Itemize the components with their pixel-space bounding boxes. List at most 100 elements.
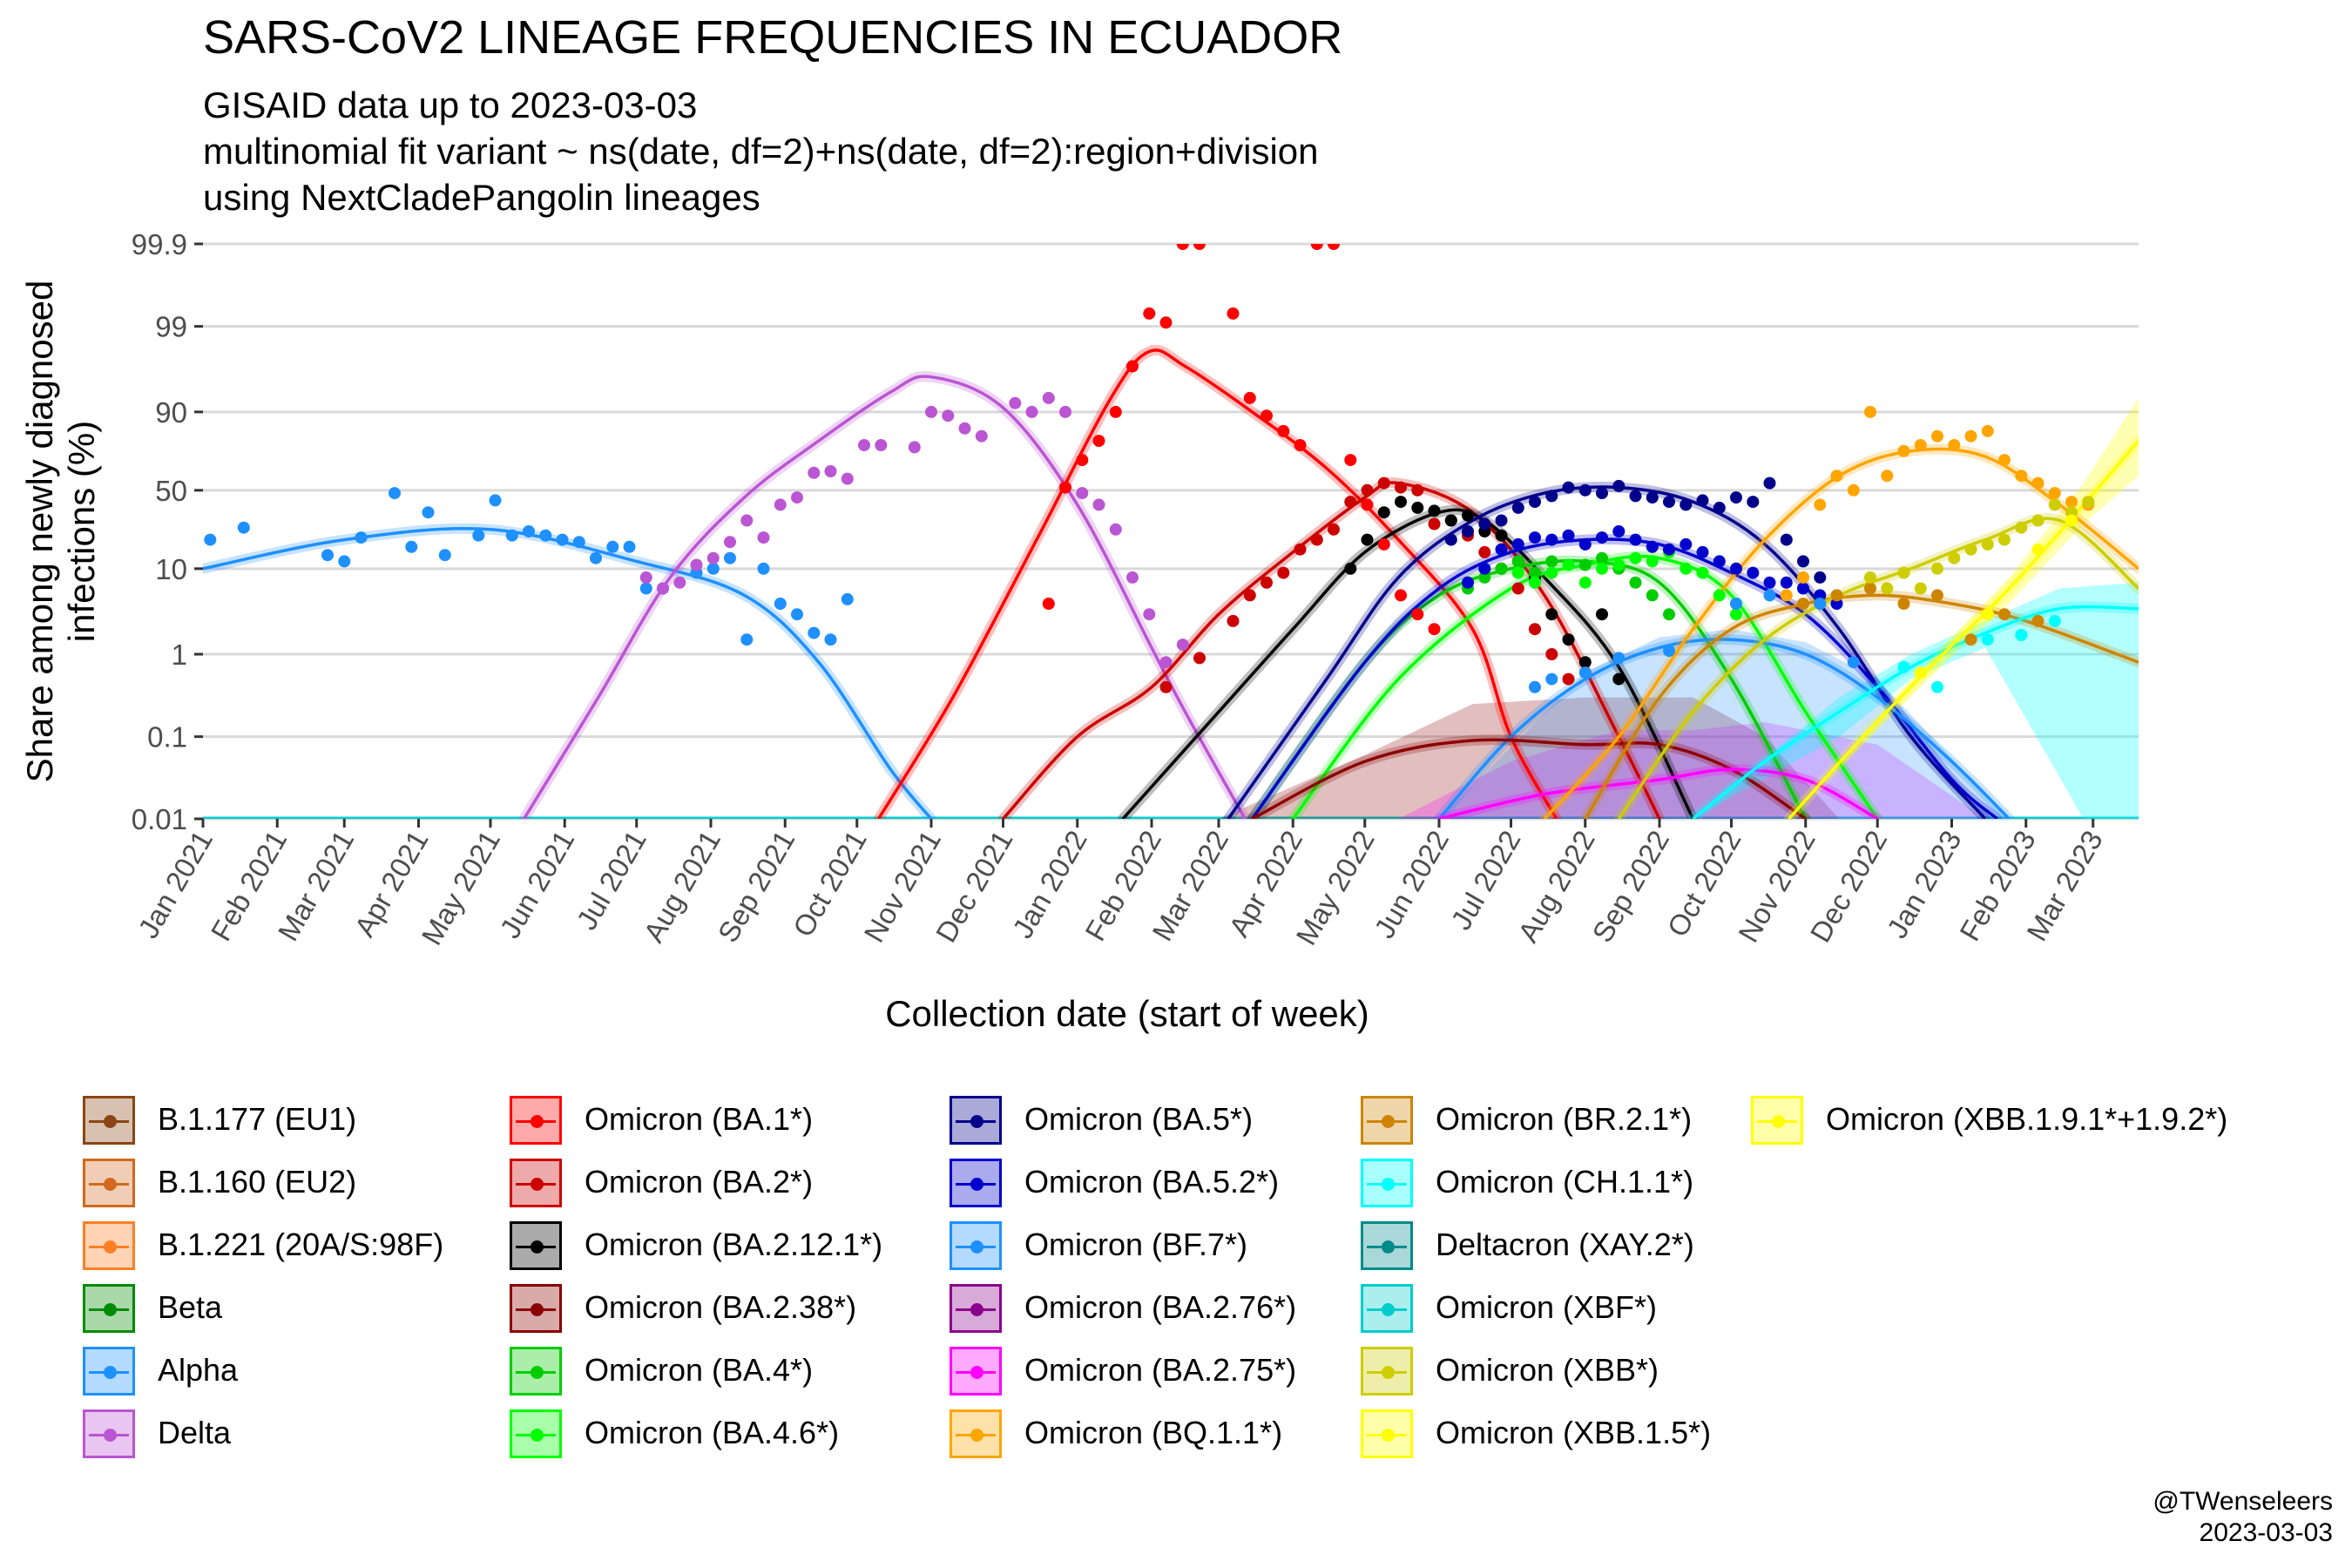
data-point-omicron-ba-2-12-1 [1612, 672, 1625, 686]
data-point-delta [1025, 405, 1038, 418]
y-tick-label: 99.9 [132, 228, 187, 260]
legend-key [510, 1221, 562, 1270]
data-point-alpha [623, 540, 636, 553]
legend-key [950, 1221, 1002, 1270]
y-tick-label: 10 [155, 553, 187, 585]
legend-label: Omicron (BQ.1.1*) [1024, 1415, 1283, 1450]
data-point-omicron-bf-7 [1578, 666, 1592, 679]
legend-key [83, 1347, 135, 1396]
data-point-omicron-bq-1-1 [1881, 470, 1894, 483]
chart-subtitle-line-1: GISAID data up to 2023-03-03 [203, 84, 698, 125]
data-point-omicron-ba-2 [1227, 614, 1240, 627]
data-point-omicron-xbb [1914, 582, 1927, 595]
data-point-delta [1143, 608, 1156, 621]
data-point-omicron-ba-5 [1747, 496, 1760, 509]
data-point-omicron-ch-1-1 [2015, 629, 2028, 641]
legend-key [83, 1096, 135, 1145]
x-tick-label: Jun 2022 [1368, 825, 1455, 943]
legend-key [1361, 1159, 1413, 1207]
data-point-omicron-bf-7 [1730, 598, 1742, 610]
data-point-delta [1076, 487, 1089, 500]
legend-key-dot [531, 1178, 544, 1191]
legend-label: Omicron (XBB.1.9.1*+1.9.2*) [1826, 1101, 2228, 1137]
data-point-omicron-bq-1-1 [1780, 589, 1793, 602]
data-point-omicron-br-2-1 [1897, 598, 1910, 610]
data-point-omicron-ba-1 [1227, 307, 1240, 320]
data-point-omicron-ba-4-6 [1596, 562, 1608, 575]
data-point-omicron-ba-5-2 [1462, 576, 1474, 589]
data-point-alpha [389, 487, 401, 500]
data-point-omicron-ba-4-6 [1629, 551, 1642, 564]
data-point-omicron-ba-2 [1411, 483, 1424, 497]
data-point-omicron-ba-1 [1042, 598, 1055, 610]
data-point-alpha [791, 608, 803, 621]
x-tick-label: Jul 2022 [1444, 825, 1526, 936]
data-point-delta [1159, 656, 1173, 669]
data-point-omicron-xbb-1-5 [2065, 514, 2078, 527]
y-tick-label: 1 [172, 639, 187, 671]
data-point-omicron-ba-2 [1243, 589, 1256, 602]
data-point-omicron-ba-4 [1478, 571, 1491, 584]
data-point-omicron-ba-5 [1797, 555, 1809, 568]
legend-label: Omicron (BA.4.6*) [585, 1415, 840, 1450]
data-point-omicron-ba-2-12-1 [1578, 656, 1592, 669]
fit-ribbon-alpha [203, 523, 936, 819]
data-point-omicron-ba-4-6 [1696, 566, 1709, 579]
fit-line-omicron-bf-7 [1437, 638, 2011, 819]
data-point-alpha [438, 549, 451, 562]
data-point-omicron-ba-5-2 [1713, 555, 1726, 568]
legend-label: Omicron (BA.2.38*) [585, 1289, 857, 1325]
legend-key [510, 1159, 562, 1207]
data-point-omicron-ba-2 [1344, 496, 1357, 509]
data-point-delta [925, 405, 937, 418]
data-point-delta [740, 514, 754, 527]
data-point-omicron-ba-2-12-1 [1495, 529, 1508, 542]
data-point-alpha [706, 562, 720, 575]
data-point-omicron-ba-2-12-1 [1428, 504, 1441, 517]
data-point-omicron-xbb [1864, 571, 1876, 584]
data-point-omicron-br-2-1 [1964, 633, 1977, 646]
data-point-omicron-ba-5-2 [1646, 540, 1659, 553]
data-point-omicron-ba-2-12-1 [1596, 608, 1608, 621]
data-point-omicron-xbb-1-5 [1914, 666, 1927, 679]
data-point-omicron-br-2-1 [1797, 598, 1809, 610]
legend-key-dot [531, 1429, 544, 1442]
data-point-omicron-ba-2 [1377, 476, 1390, 490]
legend-key [950, 1284, 1002, 1333]
y-axis-title: Share among newly diagnosedinfections (%… [19, 280, 102, 783]
legend-key-dot [531, 1303, 544, 1316]
data-point-omicron-bq-1-1 [2065, 496, 2078, 509]
legend-key-dot [970, 1115, 983, 1128]
data-point-omicron-bq-1-1 [1981, 424, 1994, 437]
data-point-omicron-ba-5-2 [1529, 531, 1541, 544]
data-point-omicron-ba-5 [1545, 490, 1558, 503]
data-point-delta [858, 439, 870, 451]
data-point-alpha [606, 540, 619, 553]
data-point-omicron-ba-1 [1377, 537, 1390, 551]
fit-line-omicron-ch-1-1 [1692, 605, 2139, 819]
data-point-alpha [724, 551, 736, 564]
data-point-alpha [489, 494, 502, 507]
data-point-omicron-xbb [1981, 537, 1994, 551]
data-point-omicron-ba-5 [1578, 483, 1592, 497]
data-point-omicron-ba-1 [1243, 391, 1256, 404]
data-point-omicron-ba-5 [1495, 514, 1508, 527]
data-point-omicron-ba-1 [1092, 435, 1105, 448]
data-point-delta [942, 409, 955, 422]
data-point-omicron-ba-5 [1713, 501, 1726, 514]
legend-label: Omicron (BA.4*) [585, 1352, 814, 1388]
y-tick-label: 0.1 [147, 721, 187, 754]
data-point-alpha [808, 626, 821, 639]
data-point-alpha [204, 533, 217, 546]
data-point-omicron-ba-4-6 [1545, 566, 1558, 579]
legend-key-dot [1382, 1115, 1395, 1128]
data-point-alpha [841, 592, 854, 605]
data-point-omicron-ba-5-2 [1578, 537, 1592, 551]
legend-key-dot [970, 1303, 983, 1316]
legend-label: Omicron (BA.2.12.1*) [585, 1227, 883, 1262]
legend-key [1361, 1409, 1413, 1458]
credit-date: 2023-03-03 [2199, 1518, 2333, 1547]
legend-key-dot [531, 1366, 544, 1379]
legend-label: B.1.177 (EU1) [158, 1101, 357, 1137]
data-point-omicron-ba-2-12-1 [1344, 562, 1357, 575]
